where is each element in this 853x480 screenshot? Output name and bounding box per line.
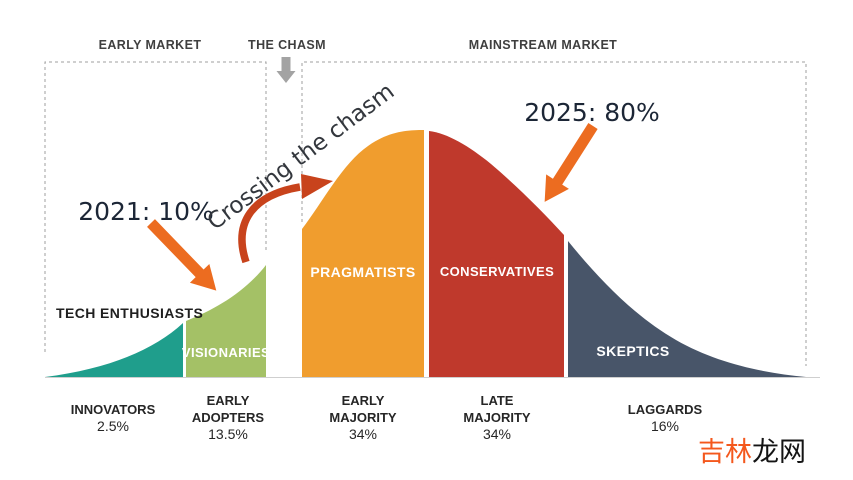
segment-percent: 2.5% [97, 418, 129, 434]
site-watermark: 吉林龙网 [698, 430, 806, 469]
pragmatists-label: PRAGMATISTS [310, 264, 416, 280]
conservatives-label: CONSERVATIVES [439, 264, 555, 279]
innovators-bottom-label: INNOVATORS 2.5% [43, 401, 183, 435]
segment-innovators-shape [45, 323, 183, 377]
arrow-2021-icon [147, 219, 217, 291]
arrow-2025-icon [544, 123, 598, 202]
watermark-part1: 吉林 [698, 437, 752, 468]
early-adopters-bottom-label: EARLY ADOPTERS 13.5% [183, 392, 273, 443]
mainstream-market-label: MAINSTREAM MARKET [468, 38, 618, 52]
visionaries-label: VISIONARIES [181, 345, 271, 360]
mainstream-market-box [301, 61, 807, 366]
curved-chasm-arrow-icon [238, 183, 301, 264]
segment-name: EARLY MAJORITY [329, 393, 397, 425]
curved-chasm-arrowhead-icon [301, 174, 333, 199]
segment-percent: 16% [650, 418, 680, 434]
tech-enthusiasts-label: TECH ENTHUSIASTS [56, 305, 204, 321]
the-chasm-label: THE CHASM [248, 38, 326, 52]
zone-boxes [44, 61, 807, 366]
early-market-box [44, 61, 267, 352]
segment-name: LATE MAJORITY [463, 393, 531, 425]
annotation-2025: 2025: 80% [524, 98, 660, 127]
segment-name: EARLY ADOPTERS [191, 393, 265, 425]
segment-percent: 34% [348, 426, 378, 442]
early-market-label: EARLY MARKET [98, 38, 202, 52]
skeptics-label: SKEPTICS [596, 343, 670, 359]
annotation-2021: 2021: 10% [78, 197, 214, 226]
segment-laggards-shape [568, 241, 806, 377]
segment-percent: 34% [482, 426, 512, 442]
segment-name: LAGGARDS [627, 402, 703, 417]
segment-early-adopters-shape [186, 265, 266, 377]
late-majority-bottom-label: LATE MAJORITY 34% [452, 392, 542, 443]
laggards-bottom-label: LAGGARDS 16% [605, 401, 725, 435]
chasm-down-arrow-icon [276, 57, 296, 83]
watermark-part2: 龙网 [752, 437, 806, 468]
segment-late-majority-shape [429, 131, 564, 377]
early-majority-bottom-label: EARLY MAJORITY 34% [318, 392, 408, 443]
segment-name: INNOVATORS [70, 402, 156, 417]
segment-percent: 13.5% [208, 426, 248, 442]
segment-early-majority-shape [302, 130, 424, 377]
